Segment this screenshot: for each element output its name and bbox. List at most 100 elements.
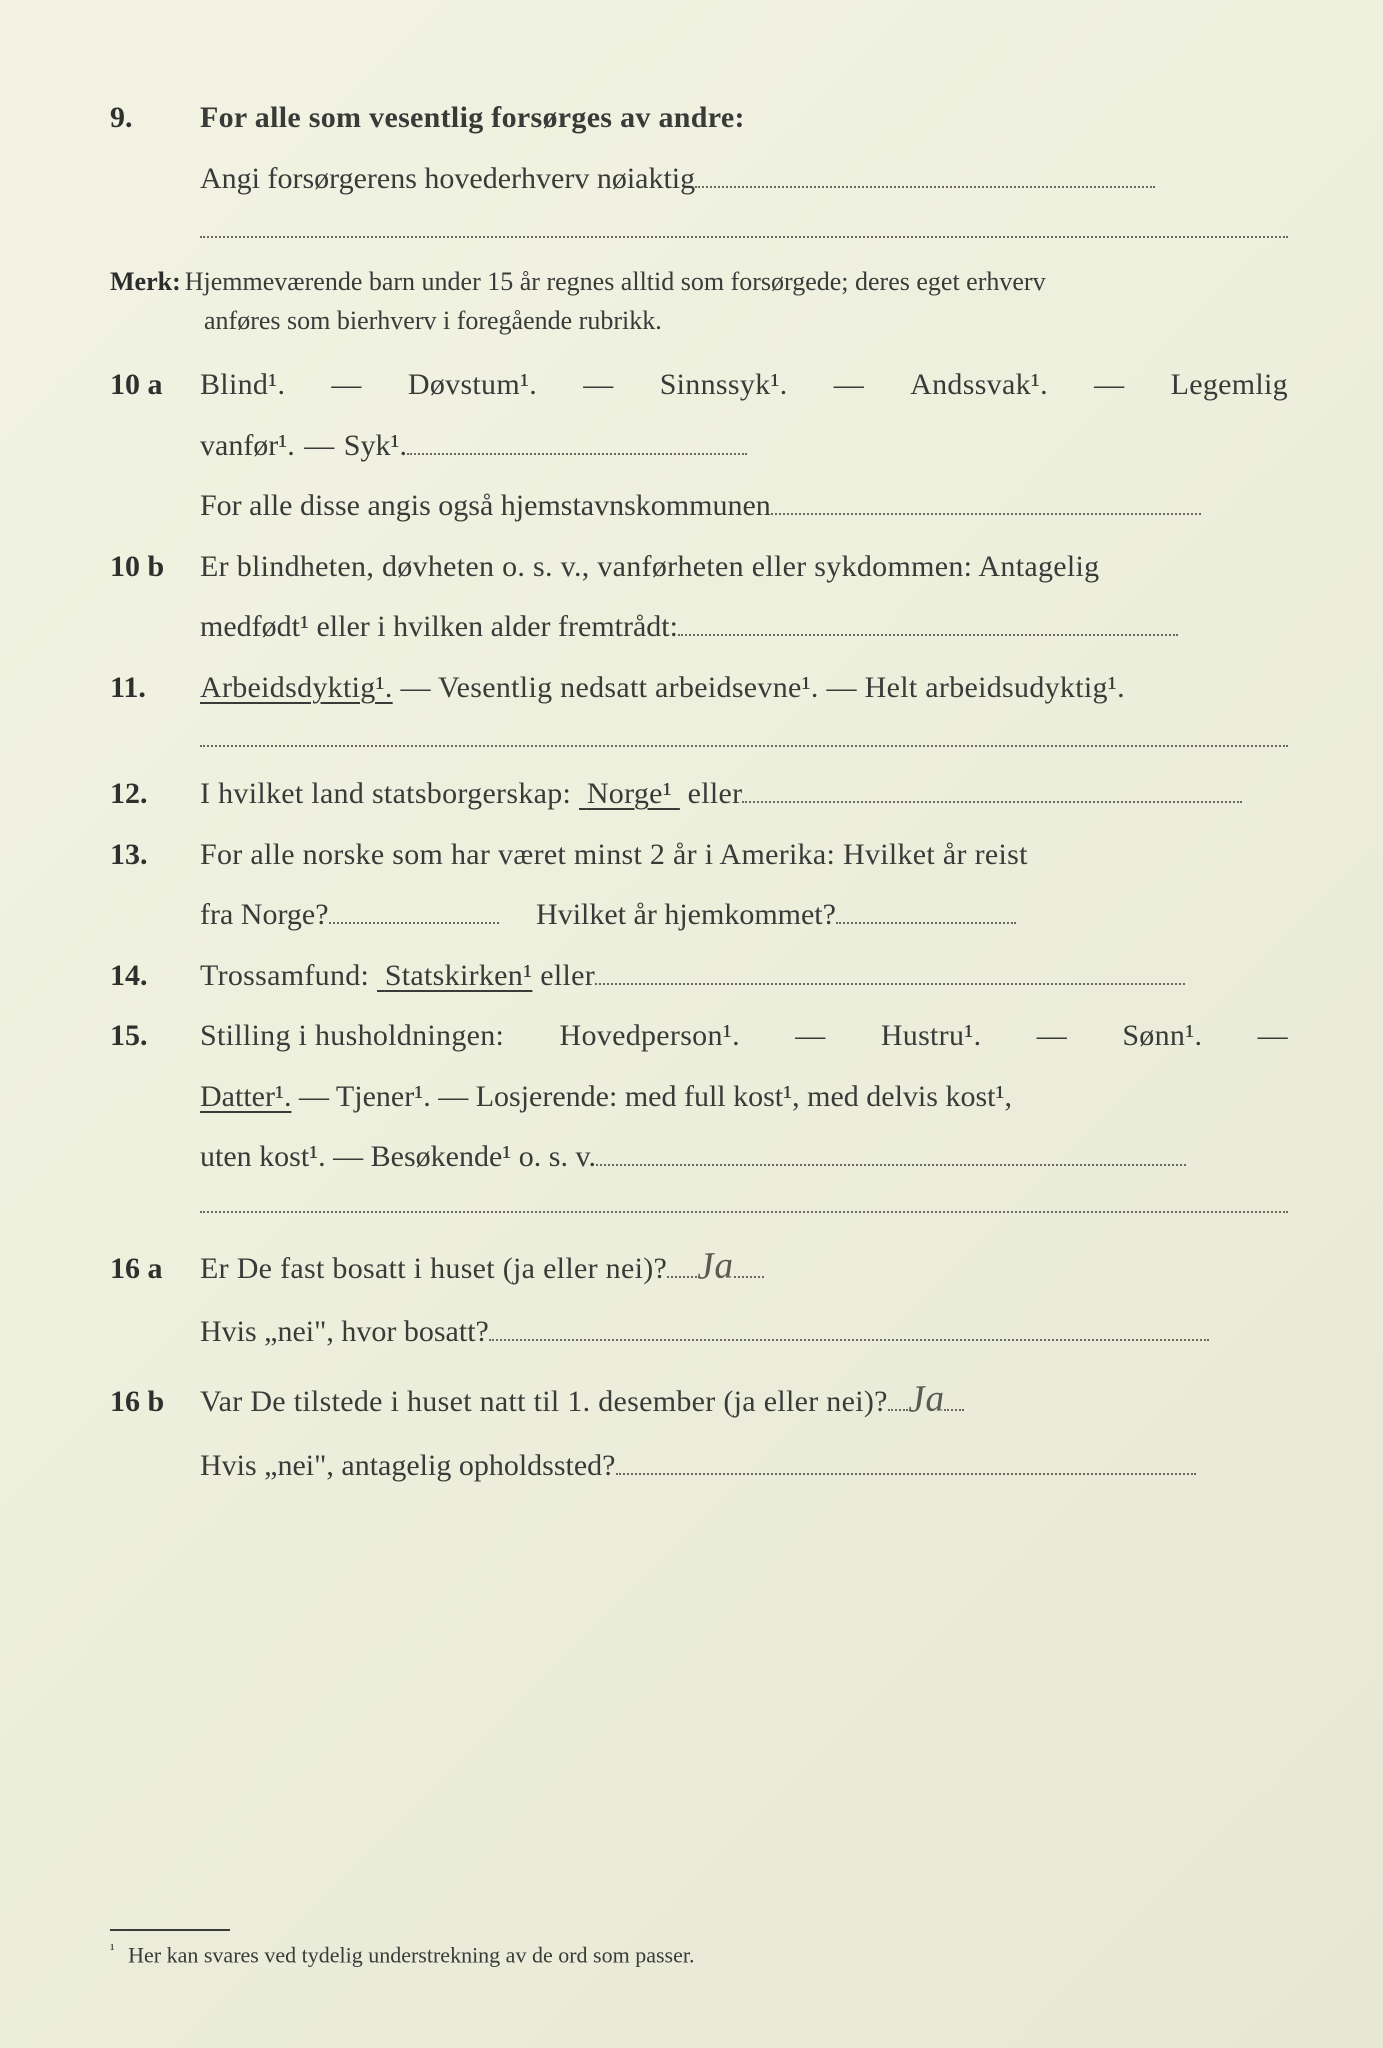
q9-title-row: 9. For alle som vesentlig forsørges av a… bbox=[110, 95, 1288, 142]
q14-underlined: Statskirken¹ bbox=[377, 959, 532, 992]
q10b-row: 10 b Er blindheten, døvheten o. s. v., v… bbox=[110, 544, 1288, 591]
q16b-fill[interactable] bbox=[616, 1449, 1196, 1475]
q13-line1: For alle norske som har været minst 2 år… bbox=[200, 832, 1288, 879]
q14-pre: Trossamfund: bbox=[200, 959, 369, 992]
q9-line-text: Angi forsørgerens hovederhverv nøiaktig bbox=[200, 162, 695, 195]
q16a-q: Er De fast bosatt i huset (ja eller nei)… bbox=[200, 1252, 667, 1285]
q12-fill[interactable] bbox=[742, 778, 1242, 804]
q15-fill-1[interactable] bbox=[596, 1141, 1186, 1167]
q13-fill-1[interactable] bbox=[329, 899, 499, 925]
merk-line2: anføres som bierhverv i foregående rubri… bbox=[110, 301, 1288, 340]
q14-post: eller bbox=[540, 959, 595, 992]
q15-underlined: Datter¹. bbox=[200, 1080, 291, 1113]
q12-underlined: Norge¹ bbox=[579, 777, 680, 810]
q10a-fill-2[interactable] bbox=[771, 490, 1201, 516]
q10a-opt-0: Blind¹. bbox=[200, 362, 285, 409]
q15-opt2-0: Tjener¹. bbox=[336, 1080, 431, 1113]
q15-row: 15. Stilling i husholdningen: Hovedperso… bbox=[110, 1013, 1288, 1060]
q10b-line2-text: medfødt¹ eller i hvilken alder fremtrådt… bbox=[200, 610, 678, 643]
q15-opt1-0: Hovedperson¹. bbox=[560, 1013, 740, 1060]
q14-body: Trossamfund: Statskirken¹ eller bbox=[200, 953, 1288, 1000]
q16a-number: 16 a bbox=[110, 1246, 200, 1293]
q16b-fill-post bbox=[944, 1385, 964, 1411]
footnote: ¹ Her kan svares ved tydelig understrekn… bbox=[110, 1941, 1288, 1968]
q14-fill[interactable] bbox=[595, 959, 1185, 985]
footnote-marker: ¹ bbox=[110, 1941, 115, 1958]
q15-line2-rest: med full kost¹, med delvis kost¹, bbox=[625, 1080, 1012, 1113]
q15-line3-post: Besøkende¹ o. s. v. bbox=[371, 1140, 596, 1173]
q16b-body: Var De tilstede i huset natt til 1. dese… bbox=[200, 1370, 1288, 1429]
q15-line1-pre: Stilling i husholdningen: bbox=[200, 1013, 504, 1060]
q11-fill[interactable] bbox=[200, 745, 1288, 747]
q15-line1: Stilling i husholdningen: Hovedperson¹. … bbox=[200, 1013, 1288, 1060]
merk-block: Merk: Hjemmeværende barn under 15 år reg… bbox=[110, 262, 1288, 340]
q9-title: For alle som vesentlig forsørges av andr… bbox=[200, 95, 1288, 142]
q10a-body: Blind¹. — Døvstum¹. — Sinnssyk¹. — Andss… bbox=[200, 362, 1288, 409]
q14-row: 14. Trossamfund: Statskirken¹ eller bbox=[110, 953, 1288, 1000]
q13-number: 13. bbox=[110, 832, 200, 879]
q16b-line2: Hvis „nei", antagelig opholdssted? bbox=[110, 1443, 1288, 1490]
q10a-line2-pre: vanfør¹. bbox=[200, 429, 295, 462]
q15-opt2-1: Losjerende: bbox=[476, 1080, 618, 1113]
q11-number: 11. bbox=[110, 665, 200, 712]
q10a-opt-1: Døvstum¹. bbox=[408, 362, 537, 409]
q10a-line3-text: For alle disse angis også hjemstavnskomm… bbox=[200, 489, 771, 522]
q16a-row: 16 a Er De fast bosatt i huset (ja eller… bbox=[110, 1237, 1288, 1296]
q9-fill-1[interactable] bbox=[695, 162, 1155, 188]
q16a-fill[interactable] bbox=[489, 1316, 1209, 1342]
q11-body: Arbeidsdyktig¹. — Vesentlig nedsatt arbe… bbox=[200, 665, 1288, 712]
q16b-line2-text: Hvis „nei", antagelig opholdssted? bbox=[200, 1449, 616, 1482]
q9-number: 9. bbox=[110, 95, 200, 142]
q16b-number: 16 b bbox=[110, 1379, 200, 1426]
q10b-number: 10 b bbox=[110, 544, 200, 591]
q15-line3-pre: uten kost¹. bbox=[200, 1140, 326, 1173]
q16a-line2-text: Hvis „nei", hvor bosatt? bbox=[200, 1315, 489, 1348]
q11-row: 11. Arbeidsdyktig¹. — Vesentlig nedsatt … bbox=[110, 665, 1288, 712]
q10a-opt-3: Andssvak¹. bbox=[910, 362, 1048, 409]
q13-line2b: Hvilket år hjemkommet? bbox=[536, 898, 836, 931]
q9-line: Angi forsørgerens hovederhverv nøiaktig bbox=[110, 156, 1288, 203]
q12-row: 12. I hvilket land statsborgerskap: Norg… bbox=[110, 771, 1288, 818]
q16b-q: Var De tilstede i huset natt til 1. dese… bbox=[200, 1385, 888, 1418]
q16a-fill-pre bbox=[667, 1252, 697, 1278]
q13-line2a: fra Norge? bbox=[200, 898, 329, 931]
q16a-fill-post bbox=[734, 1252, 764, 1278]
q16a-answer: Ja bbox=[696, 1236, 735, 1296]
q10a-line2-post: Syk¹. bbox=[344, 429, 407, 462]
merk-line1: Hjemmeværende barn under 15 år regnes al… bbox=[185, 267, 1046, 296]
footnote-rule bbox=[110, 1929, 230, 1931]
q10a-line3: For alle disse angis også hjemstavnskomm… bbox=[110, 483, 1288, 530]
q15-line2: Datter¹. — Tjener¹. — Losjerende: med fu… bbox=[110, 1074, 1288, 1121]
q10a-fill-1[interactable] bbox=[407, 429, 747, 455]
q13-row: 13. For alle norske som har været minst … bbox=[110, 832, 1288, 879]
q15-opt1-2: Sønn¹. bbox=[1122, 1013, 1202, 1060]
q10b-fill[interactable] bbox=[678, 611, 1178, 637]
q11-underlined: Arbeidsdyktig¹. bbox=[200, 671, 393, 704]
q11-rest1: Vesentlig nedsatt arbeidsevne¹. bbox=[438, 671, 819, 704]
q15-number: 15. bbox=[110, 1013, 200, 1060]
q10a-row: 10 a Blind¹. — Døvstum¹. — Sinnssyk¹. — … bbox=[110, 362, 1288, 409]
q15-opt1-1: Hustru¹. bbox=[881, 1013, 982, 1060]
q12-pre: I hvilket land statsborgerskap: bbox=[200, 777, 571, 810]
merk-label: Merk: bbox=[110, 267, 181, 296]
q10b-line1: Er blindheten, døvheten o. s. v., vanfør… bbox=[200, 544, 1288, 591]
q13-fill-2[interactable] bbox=[836, 899, 1016, 925]
q12-number: 12. bbox=[110, 771, 200, 818]
q9-fill-2[interactable] bbox=[200, 236, 1288, 238]
q16a-body: Er De fast bosatt i huset (ja eller nei)… bbox=[200, 1237, 1288, 1296]
q10b-line2: medfødt¹ eller i hvilken alder fremtrådt… bbox=[110, 604, 1288, 651]
q10a-opt-4: Legemlig bbox=[1171, 362, 1288, 409]
q11-rest2: Helt arbeidsudyktig¹. bbox=[865, 671, 1125, 704]
q16a-line2: Hvis „nei", hvor bosatt? bbox=[110, 1309, 1288, 1356]
q16b-row: 16 b Var De tilstede i huset natt til 1.… bbox=[110, 1370, 1288, 1429]
q15-fill-2[interactable] bbox=[200, 1211, 1288, 1213]
footnote-text: Her kan svares ved tydelig understreknin… bbox=[128, 1943, 694, 1968]
q12-body: I hvilket land statsborgerskap: Norge¹ e… bbox=[200, 771, 1288, 818]
q14-number: 14. bbox=[110, 953, 200, 1000]
census-form-page: 9. For alle som vesentlig forsørges av a… bbox=[0, 0, 1383, 2048]
q15-line3: uten kost¹. — Besøkende¹ o. s. v. bbox=[110, 1134, 1288, 1181]
q10a-number: 10 a bbox=[110, 362, 200, 409]
q12-post: eller bbox=[688, 777, 743, 810]
q16b-fill-pre bbox=[888, 1385, 908, 1411]
q10a-opt-2: Sinnssyk¹. bbox=[660, 362, 788, 409]
